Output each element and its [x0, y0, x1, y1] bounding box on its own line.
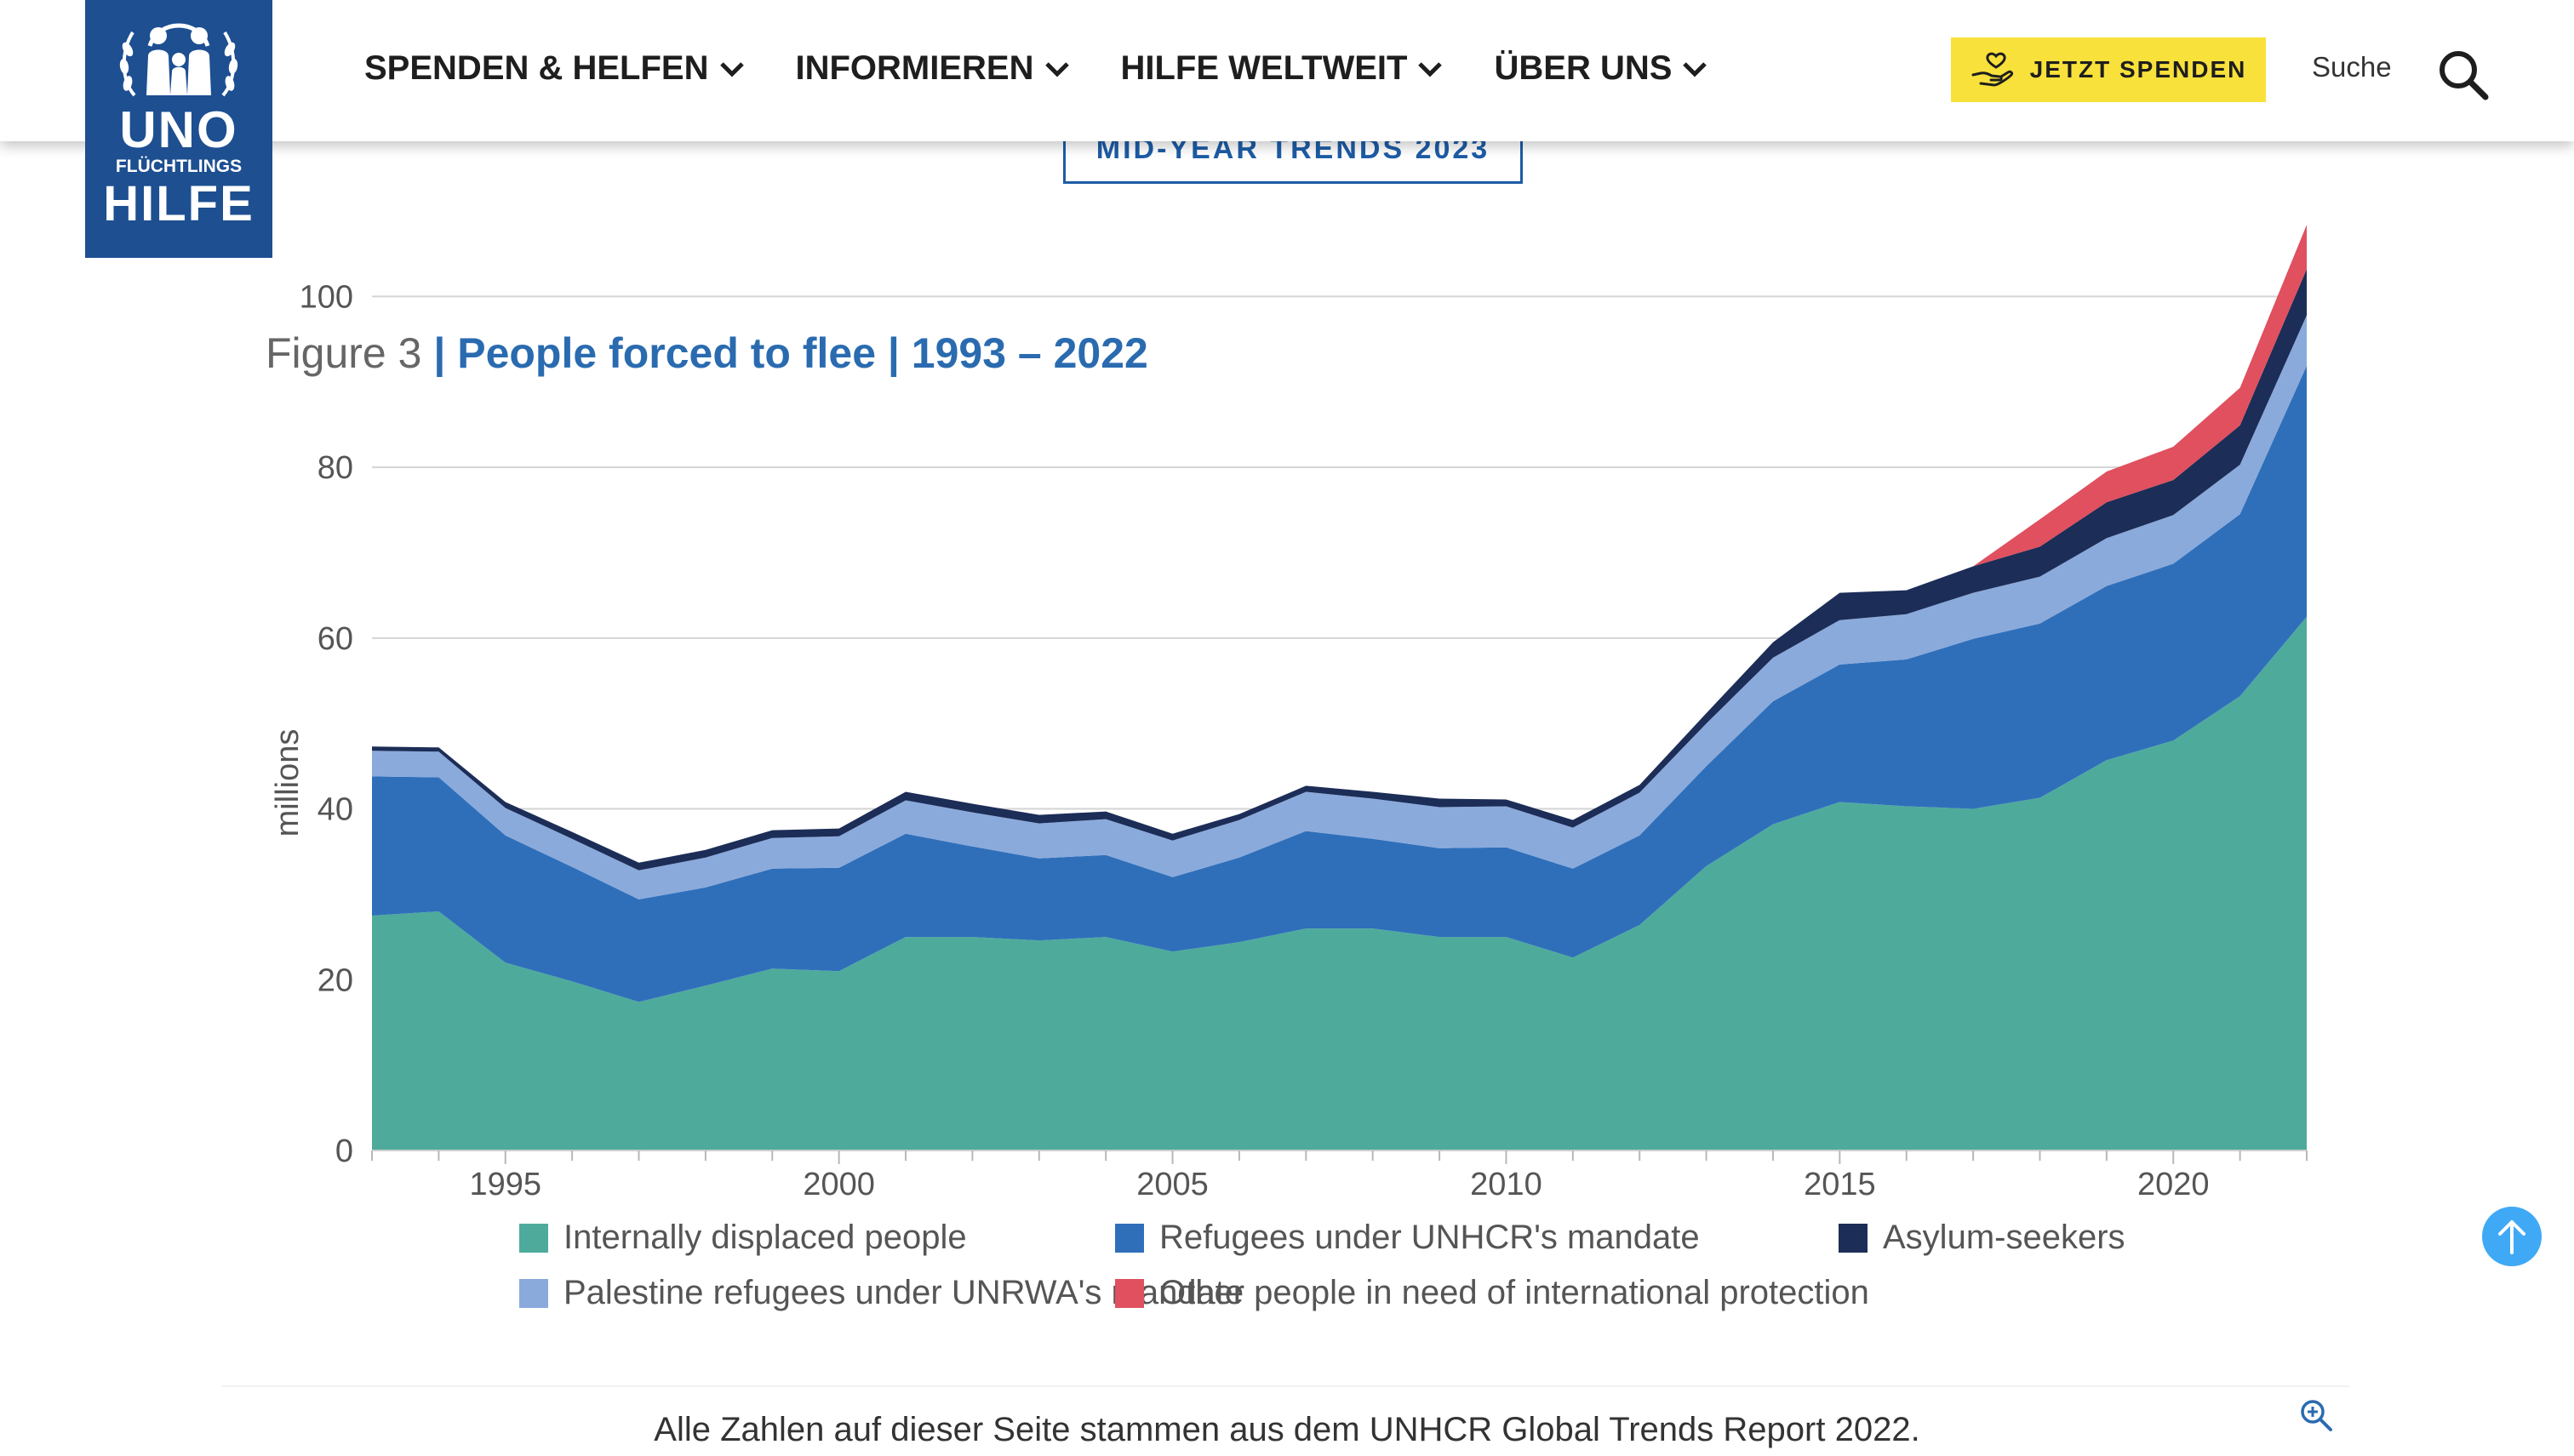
arrow-up-icon — [2498, 1220, 2525, 1254]
nav-ueber-uns[interactable]: ÜBER UNS — [1494, 49, 1707, 88]
x-tick-label: 2020 — [2137, 1167, 2210, 1202]
figure-main-title: | People forced to flee | 1993 – 2022 — [433, 329, 1148, 377]
nav-informieren[interactable]: INFORMIEREN — [796, 49, 1070, 88]
legend-label: Internally displaced people — [563, 1219, 967, 1256]
area-layer — [372, 225, 2307, 1151]
area-series-palestine-refugees-under-unrwa-s-mandate — [372, 315, 2307, 899]
axis-layer: 0 20 40 60 80 100 1995 2000 2005 2010 2015 2020 — [300, 279, 2308, 1202]
y-tick-label: 0 — [335, 1133, 353, 1169]
x-tick-label: 1995 — [469, 1167, 541, 1202]
caption-divider — [221, 1385, 2349, 1387]
y-tick-label: 80 — [317, 450, 353, 486]
legend-item: Palestine refugees under UNRWA's mandate — [519, 1274, 1244, 1312]
nav-label: ÜBER UNS — [1494, 49, 1673, 87]
y-tick-label: 60 — [317, 621, 353, 657]
nav-label: HILFE WELTWEIT — [1120, 49, 1408, 87]
figure-number: Figure 3 — [266, 329, 422, 377]
x-tick-label: 2010 — [1470, 1167, 1542, 1202]
search-icon[interactable] — [2436, 48, 2491, 102]
site-header: SPENDEN & HELFEN INFORMIEREN HILFE WELTW… — [0, 0, 2574, 141]
data-source-caption: Alle Zahlen auf dieser Seite stammen aus… — [654, 1411, 1920, 1448]
chevron-down-icon — [1683, 61, 1707, 77]
chevron-down-icon — [719, 61, 744, 77]
chevron-down-icon — [1418, 61, 1443, 77]
legend-swatch — [1839, 1223, 1868, 1253]
area-series-refugees-under-unhcr-s-mandate — [372, 365, 2307, 1002]
legend-item: Asylum-seekers — [1839, 1219, 2222, 1257]
chevron-down-icon — [1044, 61, 1069, 77]
legend-item: Refugees under UNHCR's mandate — [1115, 1219, 1839, 1257]
people-forced-to-flee-chart: 0 20 40 60 80 100 1995 2000 2005 2010 2015 2020 mil… — [270, 225, 2308, 1202]
nav-label: SPENDEN & HELFEN — [364, 49, 709, 87]
figure-title: Figure 3 | People forced to flee | 1993 … — [266, 328, 1148, 378]
site-logo[interactable]: UNO FLÜCHTLINGS HILFE — [85, 0, 272, 258]
legend-swatch — [1115, 1223, 1144, 1253]
legend-item: Internally displaced people — [519, 1219, 1115, 1257]
area-series-internally-displaced-people — [372, 616, 2307, 1151]
legend-label: Other people in need of international pr… — [1159, 1274, 1869, 1311]
donate-button[interactable]: JETZT SPENDEN — [1951, 37, 2266, 102]
search-label[interactable]: Suche — [2312, 51, 2392, 83]
hand-heart-icon — [1971, 52, 2013, 87]
family-emblem-icon — [119, 23, 238, 97]
y-tick-label: 20 — [317, 962, 353, 998]
back-to-top-button[interactable] — [2482, 1207, 2542, 1266]
x-tick-label: 2015 — [1804, 1167, 1876, 1202]
nav-label: INFORMIEREN — [795, 49, 1034, 87]
y-tick-label: 40 — [317, 792, 353, 828]
nav-hilfe-weltweit[interactable]: HILFE WELTWEIT — [1121, 49, 1444, 88]
legend-label: Asylum-seekers — [1883, 1219, 2125, 1256]
legend-swatch — [519, 1223, 548, 1253]
y-tick-label: 100 — [300, 279, 353, 315]
y-axis-label: millions — [270, 729, 306, 837]
main-nav: SPENDEN & HELFEN INFORMIEREN HILFE WELTW… — [364, 49, 1707, 88]
legend-swatch — [1115, 1278, 1144, 1308]
logo-text-hilfe: HILFE — [103, 176, 255, 231]
logo-text-uno: UNO — [119, 101, 238, 158]
zoom-in-icon[interactable] — [2298, 1397, 2334, 1433]
legend-swatch — [519, 1278, 548, 1308]
chart-legend: Internally displaced people Refugees unde… — [519, 1219, 2222, 1312]
x-tick-label: 2000 — [803, 1167, 875, 1202]
donate-label: JETZT SPENDEN — [2029, 56, 2247, 83]
legend-item: Other people in need of international pr… — [1115, 1274, 1869, 1312]
logo-text-fluechtlings: FLÜCHTLINGS — [115, 157, 243, 176]
x-tick-label: 2005 — [1136, 1167, 1209, 1202]
legend-label: Refugees under UNHCR's mandate — [1159, 1219, 1700, 1256]
nav-spenden-helfen[interactable]: SPENDEN & HELFEN — [364, 49, 745, 88]
